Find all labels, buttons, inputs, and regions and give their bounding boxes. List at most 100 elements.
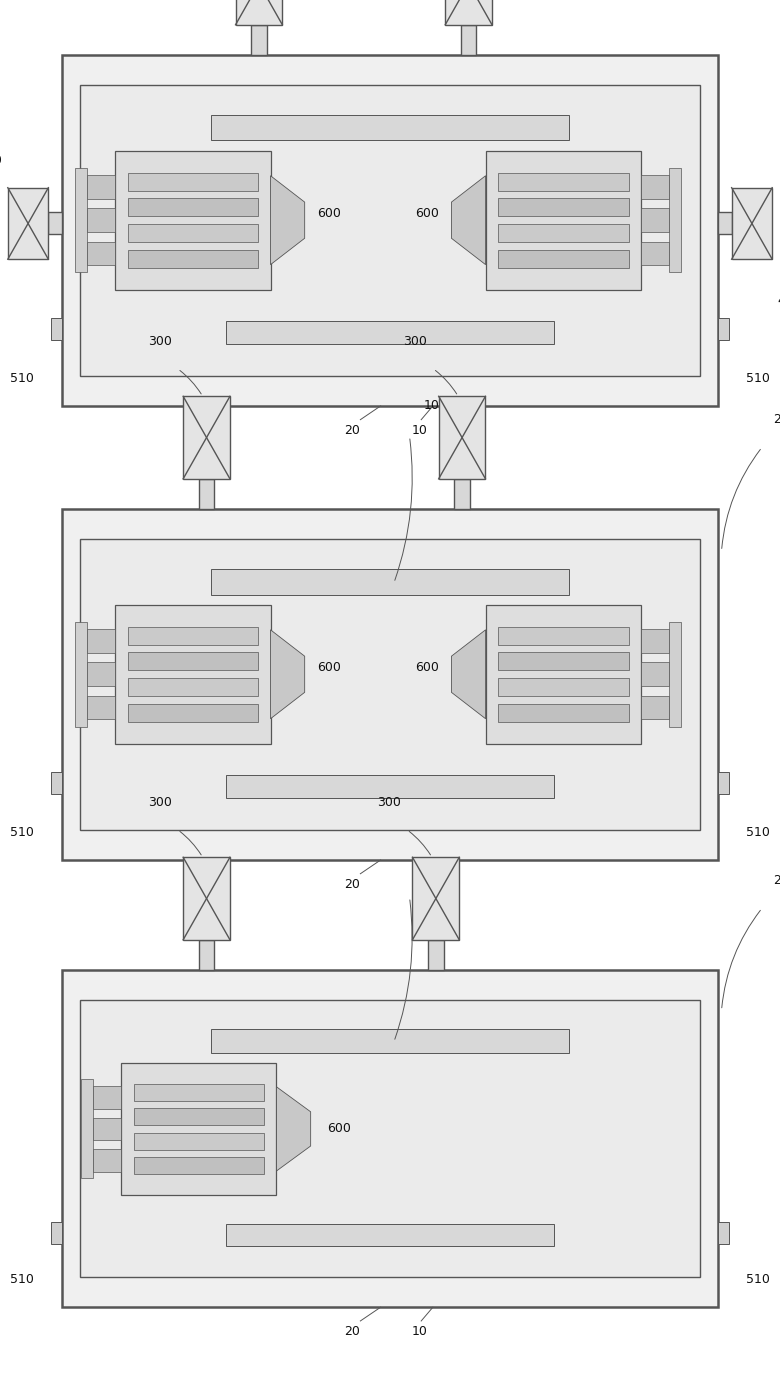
Bar xyxy=(236,0,282,25)
Text: 510: 510 xyxy=(10,372,34,385)
Bar xyxy=(51,772,62,794)
Bar xyxy=(498,703,629,722)
Bar xyxy=(183,396,230,479)
Bar xyxy=(251,25,267,55)
Text: 400: 400 xyxy=(0,154,2,166)
Bar xyxy=(128,678,258,696)
Bar xyxy=(732,187,772,259)
Bar xyxy=(498,198,629,216)
Text: 600: 600 xyxy=(415,660,439,674)
Bar xyxy=(199,479,215,509)
Text: 300: 300 xyxy=(147,795,172,809)
Bar xyxy=(87,629,115,652)
Bar xyxy=(128,652,258,670)
Bar xyxy=(641,175,669,198)
Bar xyxy=(211,1029,569,1054)
Bar xyxy=(225,1223,555,1245)
Bar xyxy=(87,662,115,687)
Text: 20: 20 xyxy=(345,424,360,438)
Bar xyxy=(486,605,641,744)
Bar xyxy=(498,678,629,696)
Bar xyxy=(641,696,669,720)
Text: 300: 300 xyxy=(403,334,427,348)
Bar xyxy=(62,970,718,1307)
Text: 510: 510 xyxy=(746,1273,770,1287)
Text: 510: 510 xyxy=(746,372,770,385)
Bar xyxy=(80,85,700,376)
Bar xyxy=(225,775,555,798)
Bar xyxy=(718,212,732,234)
Text: 510: 510 xyxy=(746,826,770,839)
Bar xyxy=(93,1149,121,1171)
Text: 510: 510 xyxy=(10,826,34,839)
Bar xyxy=(199,940,215,970)
Bar xyxy=(641,208,669,233)
Bar xyxy=(80,539,700,830)
Bar xyxy=(498,224,629,242)
Bar xyxy=(133,1132,264,1149)
Bar xyxy=(183,857,230,940)
Text: 200: 200 xyxy=(774,874,780,888)
Bar xyxy=(486,151,641,290)
Polygon shape xyxy=(452,630,486,718)
Bar xyxy=(428,940,444,970)
Polygon shape xyxy=(452,176,486,264)
Bar xyxy=(75,168,87,272)
Text: 20: 20 xyxy=(345,878,360,892)
Text: 10: 10 xyxy=(412,878,427,892)
Bar xyxy=(128,249,258,268)
Text: 300: 300 xyxy=(377,795,401,809)
Text: 600: 600 xyxy=(327,1123,351,1135)
Text: 100: 100 xyxy=(424,399,447,413)
Bar xyxy=(669,168,682,272)
Bar xyxy=(445,0,492,25)
Bar xyxy=(128,224,258,242)
Bar xyxy=(121,1064,276,1194)
Bar xyxy=(75,622,87,727)
Bar xyxy=(498,249,629,268)
Text: 10: 10 xyxy=(412,424,427,438)
Bar xyxy=(80,1079,93,1178)
Text: 400: 400 xyxy=(778,294,780,307)
Bar xyxy=(718,772,729,794)
Text: 300: 300 xyxy=(147,334,172,348)
Bar xyxy=(128,626,258,645)
Polygon shape xyxy=(276,1087,310,1171)
Bar xyxy=(718,318,729,340)
Bar xyxy=(93,1117,121,1141)
Bar xyxy=(80,1000,700,1277)
Text: 100: 100 xyxy=(424,860,447,874)
Text: 510: 510 xyxy=(10,1273,34,1287)
Bar xyxy=(669,622,682,727)
Bar xyxy=(133,1108,264,1126)
Bar xyxy=(718,1222,729,1244)
Bar xyxy=(62,55,718,406)
Polygon shape xyxy=(271,630,305,718)
Bar xyxy=(62,509,718,860)
Bar xyxy=(454,479,470,509)
Bar xyxy=(641,242,669,266)
Bar xyxy=(133,1084,264,1101)
Bar xyxy=(93,1086,121,1109)
Text: 10: 10 xyxy=(412,1325,427,1339)
Bar xyxy=(115,605,271,744)
Bar xyxy=(133,1157,264,1174)
Bar xyxy=(87,242,115,266)
Text: 600: 600 xyxy=(317,660,341,674)
Bar xyxy=(128,198,258,216)
Bar xyxy=(225,321,555,344)
Bar xyxy=(498,172,629,191)
Bar xyxy=(87,175,115,198)
Polygon shape xyxy=(271,176,305,264)
Bar xyxy=(438,396,485,479)
Bar xyxy=(128,703,258,722)
Text: 20: 20 xyxy=(345,1325,360,1339)
Bar xyxy=(48,212,62,234)
Bar xyxy=(87,208,115,233)
Bar xyxy=(641,662,669,687)
Text: 200: 200 xyxy=(774,413,780,427)
Bar xyxy=(461,25,477,55)
Bar xyxy=(115,151,271,290)
Bar xyxy=(641,629,669,652)
Bar xyxy=(51,318,62,340)
